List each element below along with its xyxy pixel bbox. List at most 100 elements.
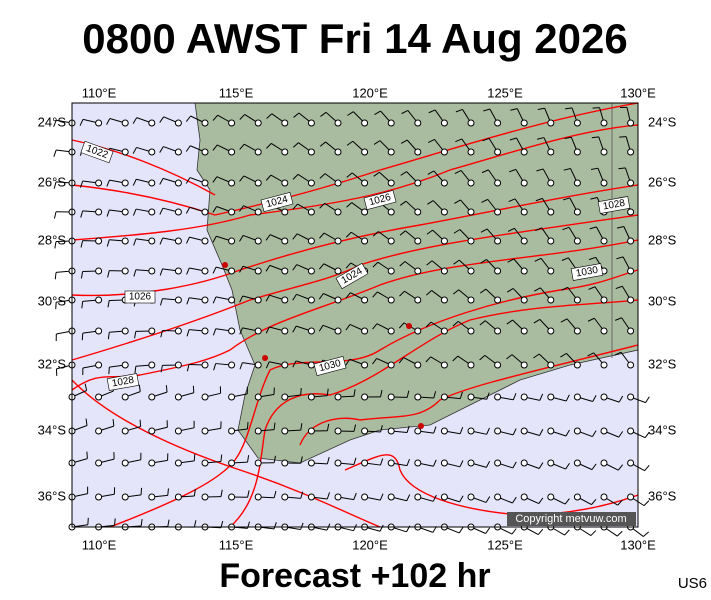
barb-station xyxy=(254,459,262,467)
lat-label: 36°S xyxy=(648,488,677,503)
barb-flag xyxy=(85,418,88,426)
barb-station xyxy=(334,427,342,435)
barb-flag xyxy=(134,366,137,374)
barb-station xyxy=(281,296,289,304)
barb-flag xyxy=(265,265,271,272)
barb-flag xyxy=(591,136,599,139)
barb-station xyxy=(334,237,342,245)
barb-station xyxy=(467,493,475,501)
barb-station xyxy=(467,119,475,127)
barb-flag xyxy=(167,519,170,527)
barb-station xyxy=(174,267,182,275)
isobar-labels: 1022 1024 1026 1026 1028 1024 1030 1030 … xyxy=(80,140,631,391)
barb-station xyxy=(95,459,103,467)
barb-flag xyxy=(618,395,624,403)
barb-flag xyxy=(292,173,299,180)
barb-station xyxy=(174,179,182,187)
barb-flag xyxy=(132,117,138,124)
barb-station xyxy=(254,237,262,245)
lat-label: 34°S xyxy=(648,422,677,437)
map-frame xyxy=(71,102,639,528)
barb-flag xyxy=(318,263,325,270)
barb-station xyxy=(467,327,475,335)
barb-station xyxy=(254,393,262,401)
lon-label: 115°E xyxy=(219,85,254,100)
barb-station xyxy=(520,327,528,335)
barb-flag xyxy=(458,526,464,534)
barb-station xyxy=(95,179,103,187)
barb-station xyxy=(494,296,502,304)
barb-flag xyxy=(132,208,137,216)
lon-label: 115°E xyxy=(219,537,254,552)
barb-station xyxy=(95,427,103,435)
barb-flag xyxy=(564,529,570,536)
barb-flag xyxy=(265,326,270,334)
barb-station xyxy=(121,393,129,401)
barb-station xyxy=(627,267,635,275)
barb-station xyxy=(95,393,103,401)
barb-station xyxy=(307,296,315,304)
barb-flag xyxy=(193,489,196,497)
barb-station xyxy=(281,208,289,216)
barb-station xyxy=(573,459,581,467)
graticule-labels: 110°E 110°E 115°E 115°E 120°E 120°E 125°E 125°E… xyxy=(38,85,677,552)
lat-label: 28°S xyxy=(38,232,67,247)
barb-flag xyxy=(80,271,84,279)
barb-station xyxy=(494,119,502,127)
barb-station xyxy=(440,361,448,369)
barb-station xyxy=(467,296,475,304)
barb-station xyxy=(307,327,315,335)
barb-flag xyxy=(319,202,325,209)
barb-station xyxy=(520,179,528,187)
barb-station xyxy=(121,179,129,187)
barb-station xyxy=(600,179,608,187)
lon-label: 130°E xyxy=(620,85,656,100)
barb-station xyxy=(361,459,369,467)
barb-station xyxy=(361,208,369,216)
barb-station xyxy=(440,179,448,187)
barb-station xyxy=(440,119,448,127)
barb-station xyxy=(440,459,448,467)
barb-station xyxy=(334,296,342,304)
barb-station xyxy=(254,493,262,501)
barb-flag xyxy=(512,428,517,436)
barb-station xyxy=(494,493,502,501)
barb-flag xyxy=(486,392,490,400)
barb-station xyxy=(307,179,315,187)
barb-station xyxy=(573,237,581,245)
barb-station xyxy=(121,148,129,156)
barb-flag xyxy=(372,291,378,298)
barb-flag xyxy=(319,173,326,179)
barb-station xyxy=(440,327,448,335)
barb-station xyxy=(201,148,209,156)
barb-flag xyxy=(293,112,300,118)
barb-flag xyxy=(561,286,568,291)
barb-flag xyxy=(506,288,514,293)
barb-flag xyxy=(374,110,381,115)
barb-flag xyxy=(507,227,515,232)
barb-flag xyxy=(319,232,325,239)
barb-flag xyxy=(427,170,435,175)
barb-flag xyxy=(106,239,110,247)
barb-flag xyxy=(193,520,197,528)
barb-station xyxy=(121,459,129,467)
barb-flag xyxy=(452,321,459,327)
barb-flag xyxy=(614,317,622,321)
barb-station xyxy=(307,119,315,127)
barb-flag xyxy=(300,388,302,396)
barb-station xyxy=(254,427,262,435)
barb-flag xyxy=(185,236,190,244)
barb-station xyxy=(228,296,236,304)
barb-flag xyxy=(426,260,433,266)
barb-station xyxy=(334,493,342,501)
barb-flag xyxy=(165,385,168,393)
barb-station xyxy=(95,327,103,335)
barb-flag xyxy=(107,300,110,308)
barb-flag xyxy=(538,462,544,469)
barb-flag xyxy=(380,389,383,397)
barb-flag xyxy=(428,109,436,114)
barb-station xyxy=(254,179,262,187)
barb-station xyxy=(467,427,475,435)
barb-flag xyxy=(400,171,407,176)
barb-flag xyxy=(186,267,190,275)
